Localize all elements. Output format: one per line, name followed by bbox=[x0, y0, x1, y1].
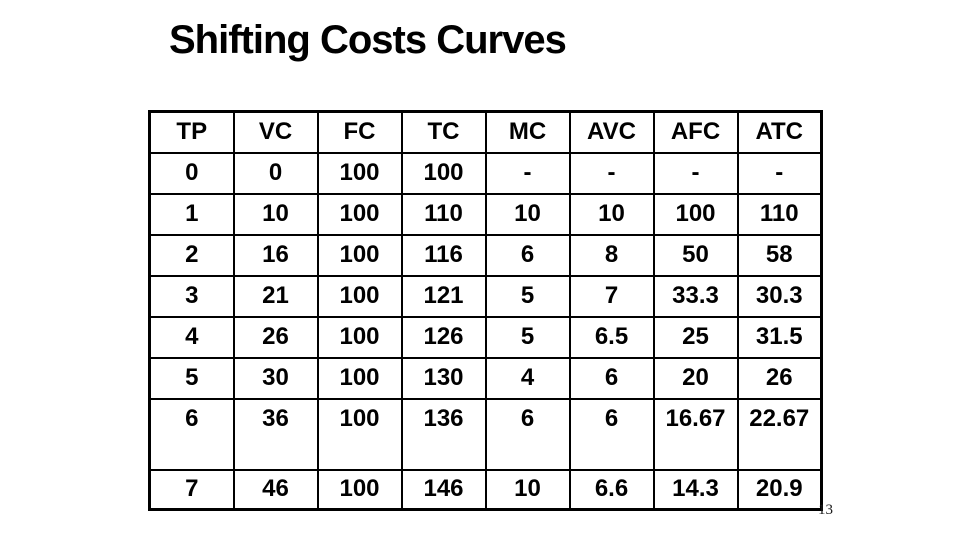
table-cell: 3 bbox=[148, 274, 235, 318]
table-cell: 100 bbox=[316, 151, 403, 195]
table-cell: 6.6 bbox=[568, 468, 655, 511]
table-cell: 100 bbox=[316, 274, 403, 318]
column-header-mc: MC bbox=[484, 110, 571, 154]
table-cell: 5 bbox=[148, 356, 235, 400]
table-cell: 130 bbox=[400, 356, 487, 400]
table-cell: 31.5 bbox=[736, 315, 823, 359]
table-cell: 30.3 bbox=[736, 274, 823, 318]
table-cell: 6 bbox=[484, 397, 571, 471]
table-cell: 100 bbox=[316, 356, 403, 400]
table-cell: 50 bbox=[652, 233, 739, 277]
table-cell: 100 bbox=[652, 192, 739, 236]
table-cell: 6 bbox=[568, 356, 655, 400]
table-cell: 116 bbox=[400, 233, 487, 277]
table-row: 4 26 100 126 5 6.5 25 31.5 bbox=[148, 315, 823, 359]
table-cell: 16 bbox=[232, 233, 319, 277]
table-cell: 21 bbox=[232, 274, 319, 318]
table-cell: 14.3 bbox=[652, 468, 739, 511]
table-cell: 5 bbox=[484, 315, 571, 359]
table-cell: 146 bbox=[400, 468, 487, 511]
table-cell: 46 bbox=[232, 468, 319, 511]
table-cell: 6.5 bbox=[568, 315, 655, 359]
column-header-vc: VC bbox=[232, 110, 319, 154]
table-cell: 100 bbox=[316, 315, 403, 359]
table-cell: 20.9 bbox=[736, 468, 823, 511]
table-row: 7 46 100 146 10 6.6 14.3 20.9 bbox=[148, 468, 823, 511]
table-cell: 16.67 bbox=[652, 397, 739, 471]
table-cell: 6 bbox=[484, 233, 571, 277]
table-row: 0 0 100 100 - - - - bbox=[148, 151, 823, 195]
table-cell: 100 bbox=[400, 151, 487, 195]
column-header-atc: ATC bbox=[736, 110, 823, 154]
table-cell: 4 bbox=[148, 315, 235, 359]
table-header-row: TP VC FC TC MC AVC AFC ATC bbox=[148, 110, 823, 154]
table-cell: 26 bbox=[736, 356, 823, 400]
cost-table: TP VC FC TC MC AVC AFC ATC 0 0 100 100 -… bbox=[148, 110, 823, 511]
table-cell: 7 bbox=[568, 274, 655, 318]
table-row: 3 21 100 121 5 7 33.3 30.3 bbox=[148, 274, 823, 318]
table-cell: 6 bbox=[568, 397, 655, 471]
column-header-avc: AVC bbox=[568, 110, 655, 154]
column-header-fc: FC bbox=[316, 110, 403, 154]
table-cell: 8 bbox=[568, 233, 655, 277]
table-row: 5 30 100 130 4 6 20 26 bbox=[148, 356, 823, 400]
table-cell: 4 bbox=[484, 356, 571, 400]
table-cell: 10 bbox=[484, 468, 571, 511]
table-cell: 25 bbox=[652, 315, 739, 359]
table-cell: 30 bbox=[232, 356, 319, 400]
column-header-afc: AFC bbox=[652, 110, 739, 154]
table-cell: - bbox=[736, 151, 823, 195]
table-cell: 100 bbox=[316, 468, 403, 511]
table-cell: 20 bbox=[652, 356, 739, 400]
column-header-tp: TP bbox=[148, 110, 235, 154]
table-cell: 26 bbox=[232, 315, 319, 359]
table-cell: 36 bbox=[232, 397, 319, 471]
page-number: 13 bbox=[818, 502, 833, 518]
table-cell: 0 bbox=[148, 151, 235, 195]
table-cell: 10 bbox=[232, 192, 319, 236]
table-cell: 100 bbox=[316, 233, 403, 277]
table-cell: 126 bbox=[400, 315, 487, 359]
table-cell: - bbox=[652, 151, 739, 195]
table-cell: 110 bbox=[736, 192, 823, 236]
table-cell: 0 bbox=[232, 151, 319, 195]
table-cell: 6 bbox=[148, 397, 235, 471]
table-cell: 58 bbox=[736, 233, 823, 277]
table-cell: 7 bbox=[148, 468, 235, 511]
table-row: 6 36 100 136 6 6 16.67 22.67 bbox=[148, 397, 823, 471]
table-cell: 110 bbox=[400, 192, 487, 236]
table-cell: 33.3 bbox=[652, 274, 739, 318]
table-cell: 10 bbox=[568, 192, 655, 236]
table-cell: 10 bbox=[484, 192, 571, 236]
column-header-tc: TC bbox=[400, 110, 487, 154]
table-cell: 1 bbox=[148, 192, 235, 236]
table-cell: 100 bbox=[316, 397, 403, 471]
table-cell: - bbox=[568, 151, 655, 195]
table-cell: - bbox=[484, 151, 571, 195]
table-cell: 22.67 bbox=[736, 397, 823, 471]
table-cell: 2 bbox=[148, 233, 235, 277]
slide-title: Shifting Costs Curves bbox=[169, 18, 567, 62]
table-cell: 100 bbox=[316, 192, 403, 236]
table-cell: 5 bbox=[484, 274, 571, 318]
table-cell: 121 bbox=[400, 274, 487, 318]
table-cell: 136 bbox=[400, 397, 487, 471]
table-row: 2 16 100 116 6 8 50 58 bbox=[148, 233, 823, 277]
table-row: 1 10 100 110 10 10 100 110 bbox=[148, 192, 823, 236]
